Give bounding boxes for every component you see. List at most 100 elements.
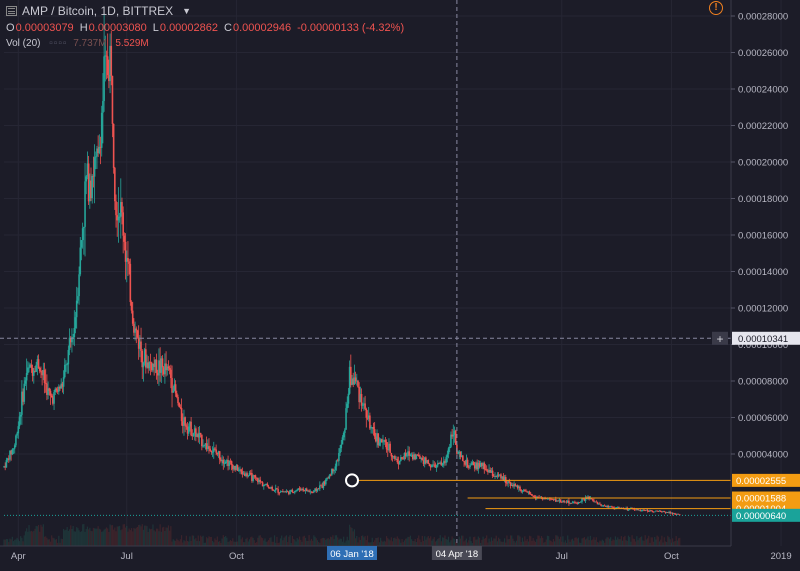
volume-bar bbox=[191, 535, 193, 546]
candle-body bbox=[173, 384, 176, 391]
candle-body bbox=[264, 484, 266, 486]
candle-body bbox=[496, 474, 499, 477]
volume-bar bbox=[449, 542, 451, 546]
volume-bar bbox=[316, 540, 319, 546]
volume-bar bbox=[354, 538, 357, 546]
volume-bar bbox=[413, 541, 415, 546]
volume-bar bbox=[561, 541, 563, 546]
candle-body bbox=[653, 511, 656, 513]
candle-body bbox=[201, 434, 203, 447]
candle-body bbox=[21, 391, 23, 415]
volume-bar bbox=[121, 529, 123, 546]
candle-body bbox=[459, 451, 462, 458]
candle-body bbox=[627, 509, 630, 511]
volume-bar bbox=[669, 539, 671, 546]
candle-body bbox=[390, 452, 393, 457]
candle-body bbox=[409, 454, 412, 456]
candle-body bbox=[277, 489, 279, 493]
volume-legend[interactable]: Vol (20) ▫▫▫▫ 7.737M 5.529M bbox=[6, 38, 149, 49]
volume-bar bbox=[239, 535, 241, 546]
volume-bar bbox=[173, 540, 176, 546]
volume-bar bbox=[564, 540, 566, 546]
volume-bar bbox=[167, 525, 170, 546]
volume-bar bbox=[371, 537, 373, 546]
volume-bar bbox=[574, 537, 576, 546]
alert-icon[interactable]: ! bbox=[709, 1, 723, 15]
candle-body bbox=[229, 461, 232, 462]
level-lines[interactable] bbox=[4, 473, 731, 516]
volume-bar bbox=[468, 540, 470, 546]
volume-value-2: 5.529M bbox=[115, 38, 149, 49]
candle-body bbox=[71, 337, 73, 343]
candle-body bbox=[68, 337, 71, 350]
volume-bar bbox=[464, 540, 466, 546]
candle-body bbox=[326, 477, 328, 480]
candle-body bbox=[168, 368, 171, 370]
volume-bar bbox=[583, 537, 586, 546]
candle-body bbox=[265, 483, 267, 485]
volume-bar bbox=[492, 540, 494, 546]
volume-bar bbox=[383, 540, 385, 546]
candle-body bbox=[532, 495, 534, 497]
volume-bar bbox=[458, 536, 460, 546]
volume-bar bbox=[40, 524, 42, 546]
candle-body bbox=[162, 367, 165, 375]
volume-bar bbox=[104, 528, 106, 546]
volume-bar bbox=[490, 537, 493, 546]
candle-body bbox=[288, 491, 290, 495]
candle-body bbox=[222, 459, 225, 464]
volume-bar bbox=[142, 529, 145, 546]
volume-bar bbox=[565, 542, 568, 546]
volume-bar bbox=[59, 542, 61, 546]
candle-body bbox=[670, 512, 673, 514]
volume-bar bbox=[415, 541, 417, 546]
legend-buttons[interactable]: ▫▫▫▫ bbox=[49, 38, 68, 49]
chevron-down-icon[interactable]: ▼ bbox=[182, 6, 192, 16]
candle-body bbox=[491, 470, 494, 477]
candle-body bbox=[74, 317, 77, 328]
candle-body bbox=[334, 466, 337, 470]
volume-bar bbox=[235, 541, 238, 546]
volume-bar bbox=[494, 538, 496, 546]
candle-body bbox=[603, 505, 606, 507]
volume-bar bbox=[445, 539, 447, 546]
volume-bar bbox=[99, 529, 102, 546]
volume-bar bbox=[310, 538, 313, 546]
candle-body bbox=[473, 465, 476, 469]
candle-body bbox=[106, 56, 109, 75]
symbol-title[interactable]: AMP / Bitcoin, 1D, BITTREX bbox=[22, 4, 174, 18]
volume-bar bbox=[318, 542, 320, 546]
volume-bar bbox=[580, 542, 582, 546]
candle-body bbox=[638, 509, 641, 511]
volume-bar bbox=[333, 539, 335, 546]
volume-bar bbox=[552, 538, 555, 546]
candle-body bbox=[394, 456, 396, 460]
candle-body bbox=[121, 202, 123, 213]
volume-bar bbox=[426, 537, 428, 546]
candle-body bbox=[210, 450, 213, 453]
volume-bar bbox=[282, 540, 284, 546]
volume-bar bbox=[298, 536, 301, 546]
candle-body bbox=[652, 511, 655, 513]
candle-body bbox=[506, 482, 508, 484]
high-label: H bbox=[79, 22, 88, 34]
volume-bar bbox=[322, 537, 325, 546]
volume-bar bbox=[655, 539, 657, 546]
menu-icon[interactable] bbox=[6, 6, 17, 16]
volume-bar bbox=[457, 542, 459, 546]
volume-bar bbox=[139, 524, 141, 546]
candle-body bbox=[674, 513, 676, 515]
candle-body bbox=[438, 463, 440, 464]
volume-bar bbox=[86, 526, 89, 546]
candle-body bbox=[476, 462, 478, 470]
y-tick-label: 0.00020000 bbox=[738, 158, 788, 169]
candle-body bbox=[462, 455, 464, 462]
candle-body bbox=[220, 459, 222, 461]
volume-bar bbox=[207, 538, 209, 546]
candle-body bbox=[105, 55, 108, 57]
candle-body bbox=[366, 417, 369, 419]
candle-body bbox=[413, 454, 415, 460]
